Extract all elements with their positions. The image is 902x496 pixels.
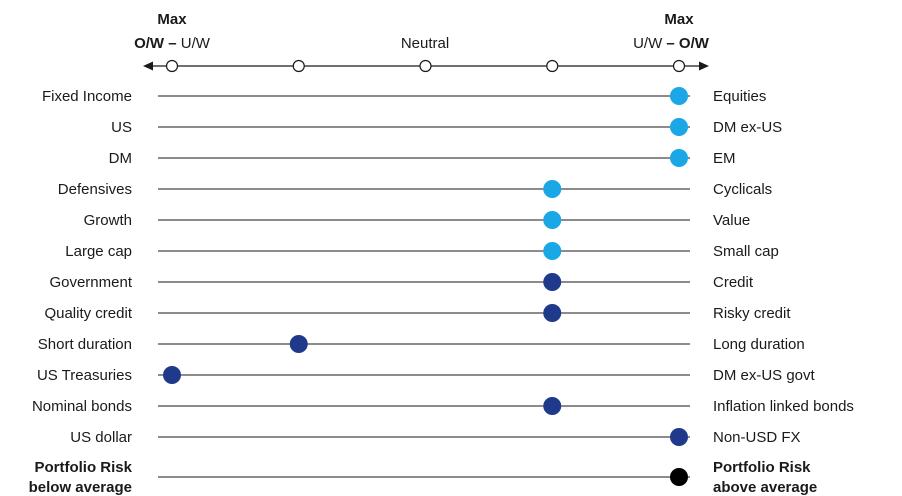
header-neutral: Neutral <box>401 35 449 52</box>
indicator-row: Large cap Small cap <box>65 242 779 260</box>
row-right-label: EM <box>713 150 736 167</box>
header-left-scale: O/W – U/W <box>134 35 211 52</box>
row-marker <box>670 428 688 446</box>
header-right-ow: O/W <box>679 35 710 52</box>
row-marker <box>543 273 562 291</box>
row-left-label: Growth <box>84 212 132 229</box>
scale-tick-3 <box>546 59 559 73</box>
row-marker <box>670 118 688 136</box>
row-left-label: US Treasuries <box>37 367 132 384</box>
row-left-label: Quality credit <box>44 305 132 322</box>
row-left-label: Nominal bonds <box>32 398 132 415</box>
header-left-ow: O/W <box>134 35 165 52</box>
indicator-row: US Treasuries DM ex-US govt <box>37 366 816 384</box>
header-right-scale: U/W – O/W <box>633 35 710 52</box>
row-right-label: Long duration <box>713 336 805 353</box>
portfolio-risk-left-line1: Portfolio Risk <box>34 459 132 476</box>
row-right-label: Equities <box>713 88 766 105</box>
scale-axis <box>143 59 709 73</box>
row-left-label: Short duration <box>38 336 132 353</box>
indicator-row: Defensives Cyclicals <box>58 180 772 198</box>
scale-tick-2 <box>419 59 432 73</box>
indicator-rows: Fixed Income Equities US DM ex-US DM EM Defens… <box>32 87 854 446</box>
row-left-label: US <box>111 119 132 136</box>
indicator-row: Quality credit Risky credit <box>44 304 791 322</box>
row-marker <box>543 211 562 229</box>
row-left-label: Government <box>49 274 132 291</box>
header-right-max: Max <box>664 11 694 28</box>
row-marker <box>289 335 308 353</box>
row-right-label: Non-USD FX <box>713 429 801 446</box>
header-right-uw: U/W <box>633 35 663 52</box>
chart-header: Max O/W – U/W Neutral Max U/W – O/W <box>134 11 710 52</box>
indicator-row: US dollar Non-USD FX <box>70 428 801 446</box>
portfolio-risk-row: Portfolio Risk below average Portfolio R… <box>29 459 818 496</box>
row-marker <box>163 366 181 384</box>
row-marker <box>543 180 562 198</box>
row-left-label: Large cap <box>65 243 132 260</box>
indicator-row: Nominal bonds Inflation linked bonds <box>32 397 854 415</box>
row-right-label: Inflation linked bonds <box>713 398 854 415</box>
indicator-row: Growth Value <box>84 211 750 229</box>
row-marker <box>670 149 688 167</box>
row-right-label: DM ex-US <box>713 119 782 136</box>
row-left-label: US dollar <box>70 429 132 446</box>
indicator-row: DM EM <box>109 149 736 167</box>
row-left-label: Defensives <box>58 181 132 198</box>
row-marker <box>543 397 562 415</box>
row-right-label: Risky credit <box>713 305 791 322</box>
scale-tick-1 <box>292 59 305 73</box>
row-right-label: Value <box>713 212 750 229</box>
scale-arrow-left-icon <box>143 61 153 71</box>
row-marker <box>543 304 562 322</box>
row-left-label: Fixed Income <box>42 88 132 105</box>
header-left-max: Max <box>157 11 187 28</box>
row-right-label: DM ex-US govt <box>713 367 816 384</box>
row-left-label: DM <box>109 150 132 167</box>
indicator-row: Government Credit <box>49 273 754 291</box>
row-right-label: Cyclicals <box>713 181 772 198</box>
header-left-uw: U/W <box>181 35 211 52</box>
row-right-label: Credit <box>713 274 754 291</box>
scale-ticks <box>165 59 686 73</box>
scale-arrow-right-icon <box>699 61 709 71</box>
indicator-row: US DM ex-US <box>111 118 782 136</box>
row-marker <box>543 242 562 260</box>
portfolio-risk-right-line2: above average <box>713 479 817 496</box>
indicator-row: Short duration Long duration <box>38 335 805 353</box>
header-right-sep: – <box>662 35 679 52</box>
row-right-label: Small cap <box>713 243 779 260</box>
row-marker <box>670 87 688 105</box>
scale-tick-0 <box>165 59 179 73</box>
header-left-sep: – <box>164 35 181 52</box>
portfolio-risk-left-line2: below average <box>29 479 132 496</box>
scale-tick-4 <box>672 59 686 73</box>
portfolio-risk-marker <box>670 468 688 486</box>
indicator-row: Fixed Income Equities <box>42 87 766 105</box>
portfolio-risk-right-line1: Portfolio Risk <box>713 459 811 476</box>
